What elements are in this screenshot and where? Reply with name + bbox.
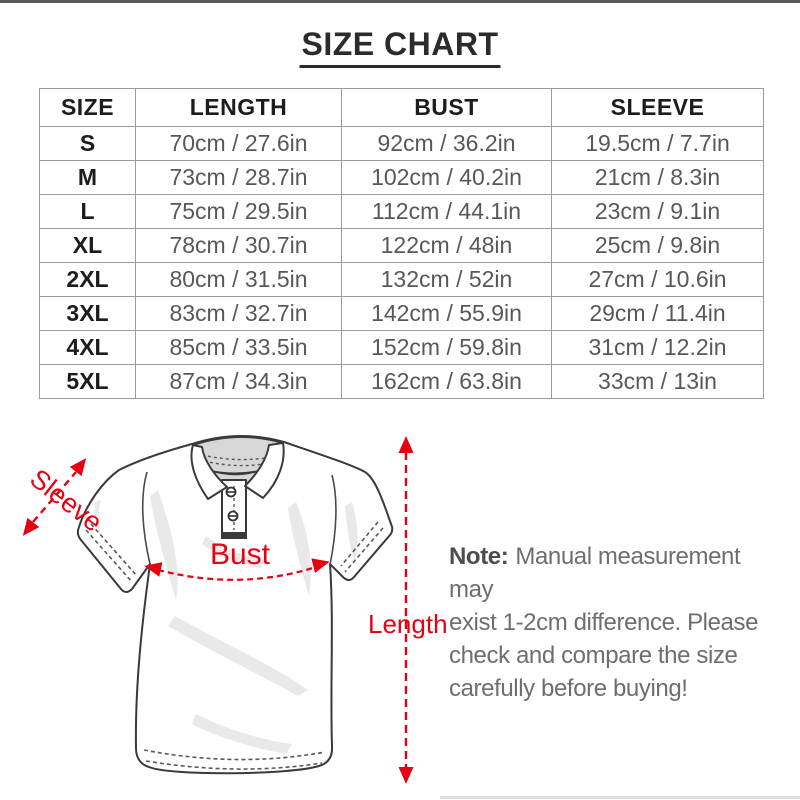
right-armhole-seam	[329, 474, 337, 566]
fabric-wrinkles	[94, 490, 358, 754]
length-value: 80cm / 31.5in	[135, 262, 342, 297]
shirt-measurement-diagram: Sleeve Bust Length	[22, 435, 448, 784]
collar-right-wing	[244, 442, 285, 499]
placket	[221, 479, 247, 539]
collar-left-wing	[190, 444, 228, 500]
length-value: 85cm / 33.5in	[135, 330, 342, 365]
size-value: XL	[39, 228, 136, 263]
size-value: S	[39, 126, 136, 161]
length-value: 87cm / 34.3in	[135, 364, 342, 399]
sleeve-value: 25cm / 9.8in	[551, 228, 764, 263]
table-row: M 73cm / 28.7in 102cm / 40.2in 21cm / 8.…	[39, 160, 764, 195]
table-row: S 70cm / 27.6in 92cm / 36.2in 19.5cm / 7…	[39, 126, 764, 161]
note-line: Note: Manual measurement may	[449, 540, 779, 606]
size-value: 2XL	[39, 262, 136, 297]
length-value: 75cm / 29.5in	[135, 194, 342, 229]
bust-value: 122cm / 48in	[341, 228, 552, 263]
note-line-text: Manual measurement may	[449, 543, 741, 603]
hem-stitching	[143, 749, 326, 770]
length-value: 73cm / 28.7in	[135, 160, 342, 195]
collar	[190, 436, 285, 500]
sleeve-value: 31cm / 12.2in	[551, 330, 764, 365]
table-row: XL 78cm / 30.7in 122cm / 48in 25cm / 9.8…	[39, 228, 764, 263]
size-value: 3XL	[39, 296, 136, 331]
note-line: exist 1-2cm difference. Please	[449, 609, 759, 636]
size-value: 5XL	[39, 364, 136, 399]
sleeve-value: 33cm / 13in	[551, 364, 764, 399]
note-line: carefully before buying!	[449, 675, 688, 702]
length-value: 83cm / 32.7in	[135, 296, 342, 331]
length-label: Length	[368, 609, 448, 639]
bust-value: 132cm / 52in	[341, 262, 552, 297]
table-row: 5XL 87cm / 34.3in 162cm / 63.8in 33cm / …	[39, 364, 764, 399]
sleeve-value: 19.5cm / 7.7in	[551, 126, 764, 161]
bust-measure-arrow	[144, 558, 330, 581]
table-header-row: SIZE LENGTH BUST SLEEVE	[39, 88, 764, 127]
col-header-length: LENGTH	[135, 88, 342, 127]
col-header-size: SIZE	[39, 88, 136, 127]
top-border-strip	[0, 0, 800, 3]
sleeve-value: 29cm / 11.4in	[551, 296, 764, 331]
length-value: 78cm / 30.7in	[135, 228, 342, 263]
bust-value: 162cm / 63.8in	[341, 364, 552, 399]
length-measure-arrow	[398, 436, 414, 784]
note-text: Note: Manual measurement may exist 1-2cm …	[449, 540, 779, 705]
sleeve-value: 21cm / 8.3in	[551, 160, 764, 195]
note-label: Note:	[449, 543, 509, 570]
size-value: M	[39, 160, 136, 195]
polo-shirt-drawing	[76, 435, 394, 775]
bottom-border-strip	[440, 796, 800, 799]
bust-value: 112cm / 44.1in	[341, 194, 552, 229]
size-table: SIZE LENGTH BUST SLEEVE S 70cm / 27.6in …	[39, 88, 764, 399]
page-title: SIZE CHART	[299, 28, 501, 68]
bust-value: 152cm / 59.8in	[341, 330, 552, 365]
bust-value: 92cm / 36.2in	[341, 126, 552, 161]
size-value: L	[39, 194, 136, 229]
sleeve-value: 23cm / 9.1in	[551, 194, 764, 229]
length-value: 70cm / 27.6in	[135, 126, 342, 161]
table-row: L 75cm / 29.5in 112cm / 44.1in 23cm / 9.…	[39, 194, 764, 229]
sleeve-value: 27cm / 10.6in	[551, 262, 764, 297]
bust-value: 102cm / 40.2in	[341, 160, 552, 195]
cuff-stitching	[85, 521, 384, 583]
size-value: 4XL	[39, 330, 136, 365]
bust-label: Bust	[210, 538, 271, 571]
left-armhole-seam	[141, 471, 151, 565]
sleeve-measure-arrow	[22, 458, 87, 536]
table-row: 3XL 83cm / 32.7in 142cm / 55.9in 29cm / …	[39, 296, 764, 331]
table-row: 2XL 80cm / 31.5in 132cm / 52in 27cm / 10…	[39, 262, 764, 297]
col-header-bust: BUST	[341, 88, 552, 127]
note-line: check and compare the size	[449, 642, 738, 669]
col-header-sleeve: SLEEVE	[551, 88, 764, 127]
bust-value: 142cm / 55.9in	[341, 296, 552, 331]
table-row: 4XL 85cm / 33.5in 152cm / 59.8in 31cm / …	[39, 330, 764, 365]
